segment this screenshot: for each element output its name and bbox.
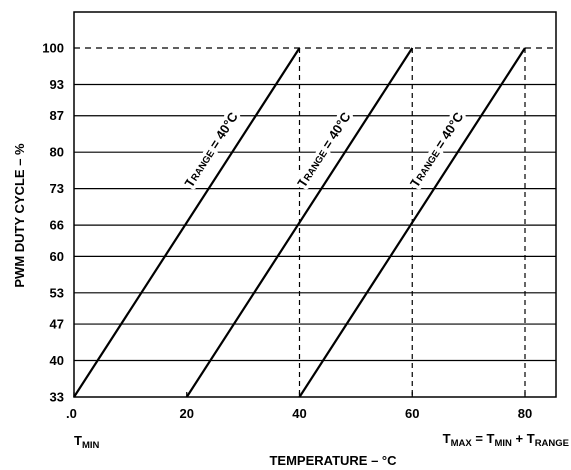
y-tick-label: 73: [50, 181, 64, 196]
series-label: TRANGE = 40°C: [294, 109, 354, 190]
y-tick-label: 60: [50, 249, 64, 264]
tmax-formula-annotation: TMAX = TMIN + TRANGE: [443, 431, 569, 449]
y-tick-label: 93: [50, 77, 64, 92]
x-tick-label: 80: [518, 406, 532, 421]
y-tick-labels: 33 40 47 53 60 66 73 80 87 93 100: [42, 41, 64, 405]
series-line: [185, 47, 414, 398]
series-line: [298, 47, 526, 398]
x-tick-labels: .0 20 40 60 80: [66, 392, 532, 421]
y-tick-label: 47: [50, 317, 64, 332]
x-axis-title: TEMPERATURE – °C: [269, 453, 397, 468]
x-tick-label: 20: [180, 406, 194, 421]
grid-lines: [74, 47, 556, 362]
series-lines: [73, 47, 526, 398]
y-tick-label: 100: [42, 41, 64, 56]
y-tick-label: 87: [50, 108, 64, 123]
y-tick-label: 33: [50, 390, 64, 405]
series-labels: TRANGE = 40°C TRANGE = 40°C TRANGE = 40°C: [178, 105, 470, 193]
y-tick-label: 80: [50, 145, 64, 160]
tmin-annotation: TMIN: [74, 433, 100, 451]
x-tick-label: .0: [66, 406, 77, 421]
y-tick-label: 40: [50, 353, 64, 368]
plot-frame: [73, 11, 557, 398]
y-tick-label: 66: [50, 218, 64, 233]
y-tick-label: 53: [50, 285, 64, 300]
series-label: TRANGE = 40°C: [407, 109, 467, 190]
x-tick-label: 60: [405, 406, 419, 421]
series-line: [73, 47, 301, 398]
series-label: TRANGE = 40°C: [181, 109, 241, 190]
x-tick-label: 40: [292, 406, 306, 421]
y-axis-title: PWM DUTY CYCLE – %: [12, 143, 27, 288]
